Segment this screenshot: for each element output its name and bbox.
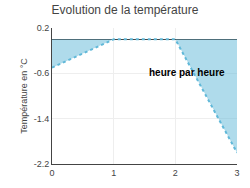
- svg-text:1: 1: [111, 168, 116, 178]
- svg-text:3: 3: [234, 168, 239, 178]
- svg-text:0.2: 0.2: [37, 23, 50, 33]
- svg-text:0: 0: [49, 168, 54, 178]
- svg-text:-1.4: -1.4: [34, 114, 50, 124]
- svg-text:Evolution de la température: Evolution de la température: [52, 3, 199, 17]
- svg-text:2: 2: [173, 168, 178, 178]
- svg-text:Température en °C: Température en °C: [19, 58, 29, 134]
- svg-text:-0.6: -0.6: [34, 68, 50, 78]
- svg-text:heure par heure: heure par heure: [149, 67, 225, 78]
- svg-text:-2.2: -2.2: [34, 159, 50, 169]
